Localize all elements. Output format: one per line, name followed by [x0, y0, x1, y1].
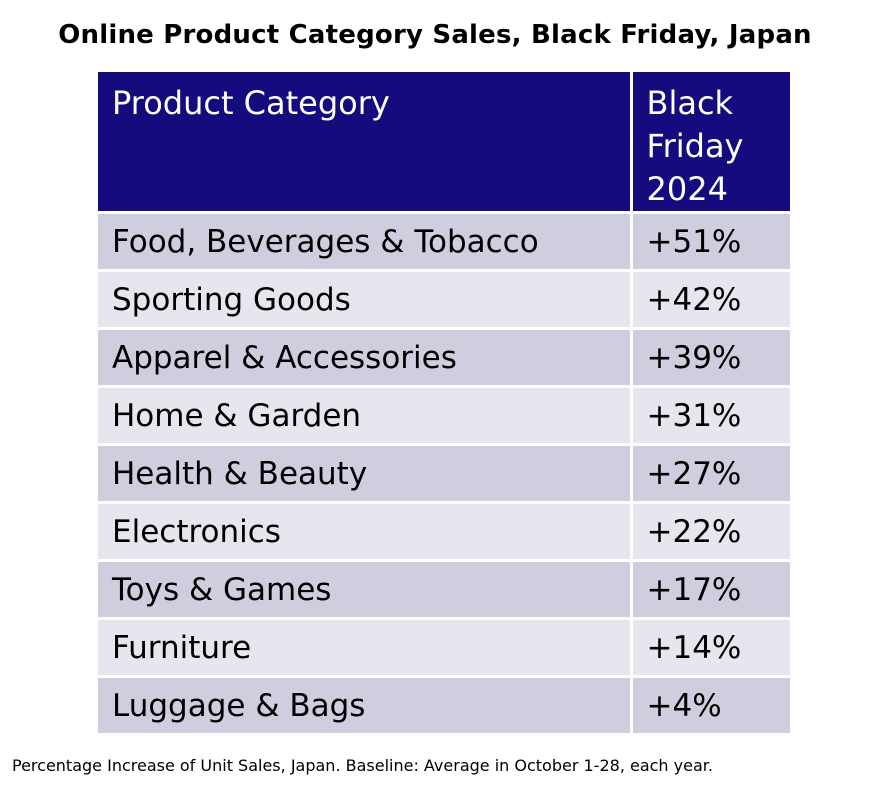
increase-value-cell: +39%	[631, 328, 790, 388]
category-cell: Luggage & Bags	[98, 676, 633, 736]
category-cell: Home & Garden	[98, 386, 633, 446]
header-black-friday-2024: Black Friday 2024	[631, 72, 790, 214]
header-product-category: Product Category	[98, 72, 633, 214]
table-row: Health & Beauty +27%	[98, 444, 790, 504]
table-row: Food, Beverages & Tobacco +51%	[98, 212, 790, 272]
category-cell: Health & Beauty	[98, 444, 633, 504]
table-row: Furniture +14%	[98, 618, 790, 678]
sales-table: Product Category Black Friday 2024 Food,…	[98, 72, 790, 736]
increase-value-cell: +42%	[631, 270, 790, 330]
table-body: Food, Beverages & Tobacco +51% Sporting Go…	[98, 212, 790, 736]
footnote: Percentage Increase of Unit Sales, Japan…	[12, 756, 713, 775]
increase-value-cell: +14%	[631, 618, 790, 678]
table-row: Toys & Games +17%	[98, 560, 790, 620]
increase-value-cell: +51%	[631, 212, 790, 272]
increase-value-cell: +17%	[631, 560, 790, 620]
chart-title: Online Product Category Sales, Black Fri…	[58, 20, 812, 50]
increase-value-cell: +22%	[631, 502, 790, 562]
table-row: Apparel & Accessories +39%	[98, 328, 790, 388]
category-cell: Toys & Games	[98, 560, 633, 620]
category-cell: Furniture	[98, 618, 633, 678]
table-header-row: Product Category Black Friday 2024	[98, 72, 790, 214]
table-row: Electronics +22%	[98, 502, 790, 562]
category-cell: Food, Beverages & Tobacco	[98, 212, 633, 272]
increase-value-cell: +31%	[631, 386, 790, 446]
table-row: Luggage & Bags +4%	[98, 676, 790, 736]
table-row: Home & Garden +31%	[98, 386, 790, 446]
category-cell: Apparel & Accessories	[98, 328, 633, 388]
increase-value-cell: +4%	[631, 676, 790, 736]
table-row: Sporting Goods +42%	[98, 270, 790, 330]
increase-value-cell: +27%	[631, 444, 790, 504]
category-cell: Electronics	[98, 502, 633, 562]
category-cell: Sporting Goods	[98, 270, 633, 330]
